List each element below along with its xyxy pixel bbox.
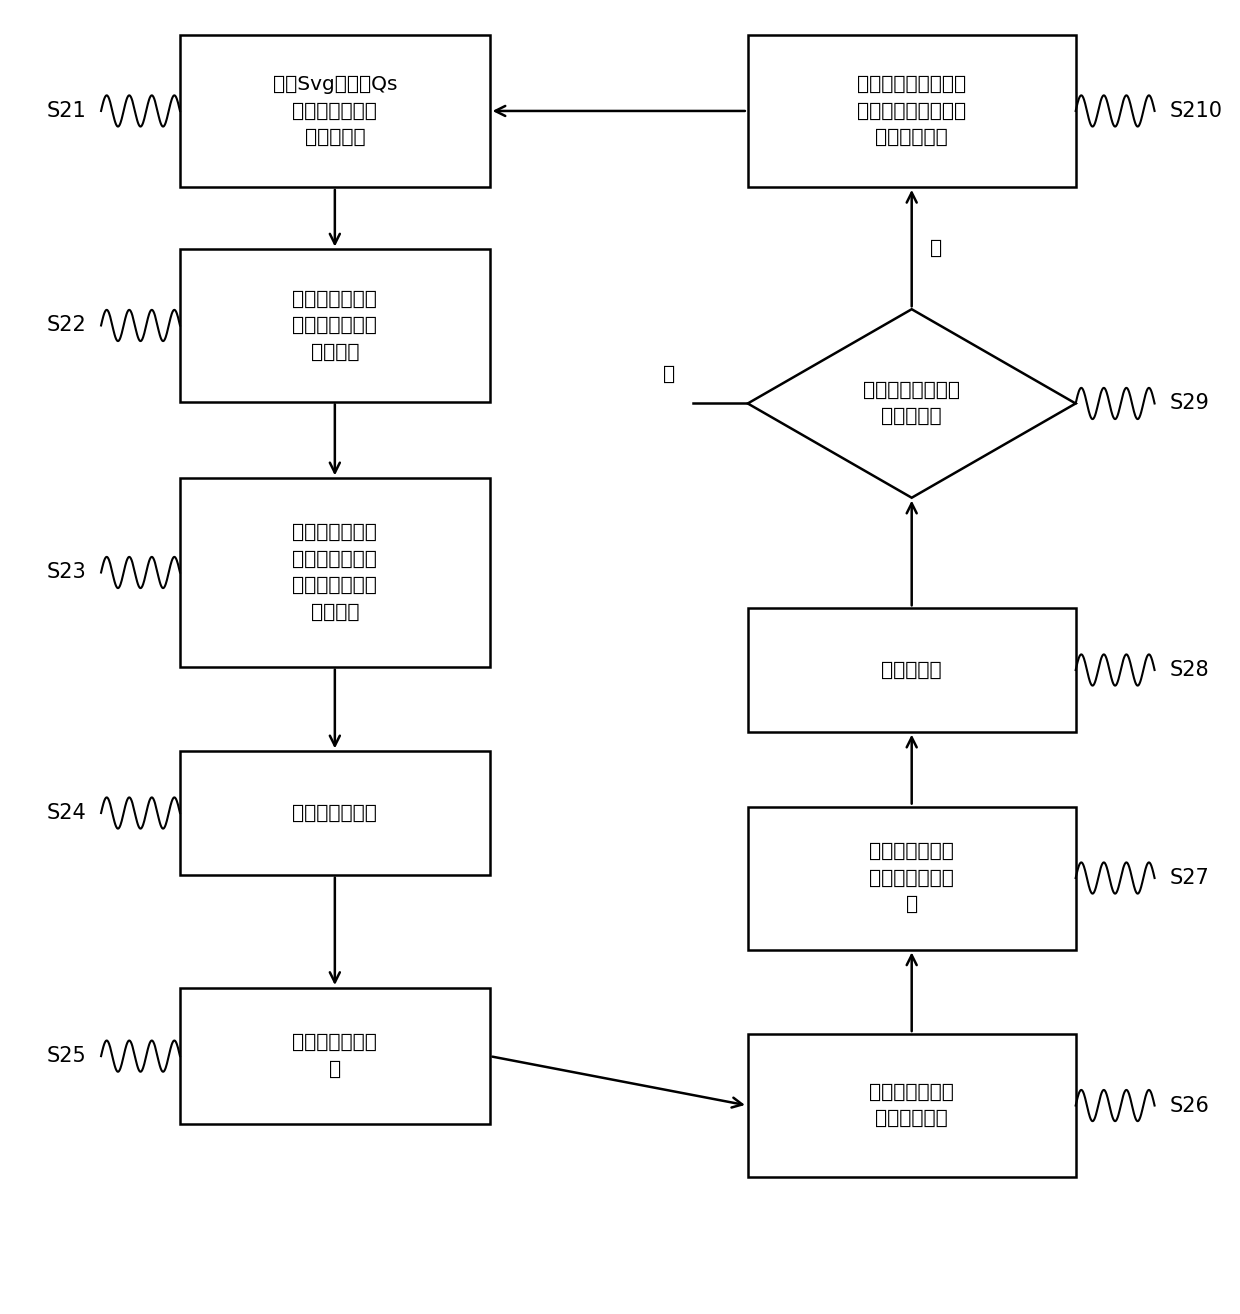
FancyBboxPatch shape: [748, 608, 1075, 732]
Text: 合环转供电计算: 合环转供电计算: [293, 804, 377, 823]
Text: 获取潮流计算参
数: 获取潮流计算参 数: [293, 1033, 377, 1079]
FancyBboxPatch shape: [748, 807, 1075, 950]
Text: 控制参数是否满足
数据库要求: 控制参数是否满足 数据库要求: [863, 381, 960, 426]
Text: 将配电网设备参
数和实时潮流数
据构建成配电网
优化模型: 将配电网设备参 数和实时潮流数 据构建成配电网 优化模型: [293, 523, 377, 622]
Text: S210: S210: [1169, 101, 1223, 121]
Text: S25: S25: [47, 1046, 87, 1066]
Polygon shape: [748, 309, 1075, 498]
Text: 是: 是: [930, 239, 942, 258]
Text: S26: S26: [1169, 1096, 1209, 1116]
Text: S21: S21: [47, 101, 87, 121]
FancyBboxPatch shape: [180, 250, 490, 402]
Text: 调用配电网自动
化系统中的实时
潮流数据: 调用配电网自动 化系统中的实时 潮流数据: [293, 289, 377, 361]
FancyBboxPatch shape: [180, 988, 490, 1125]
Text: 生成潮流控制信号，
将潮流控制信号返回
调度监控系统: 生成潮流控制信号， 将潮流控制信号返回 调度监控系统: [857, 75, 966, 147]
Text: S27: S27: [1169, 869, 1209, 888]
Text: 计算环网内有功
潮流控制极限: 计算环网内有功 潮流控制极限: [869, 1083, 954, 1129]
Text: S28: S28: [1169, 660, 1209, 681]
Text: S22: S22: [47, 315, 87, 335]
FancyBboxPatch shape: [748, 35, 1075, 187]
Text: 调用Svg文件和Qs
文件，得到配电
网设备参数: 调用Svg文件和Qs 文件，得到配电 网设备参数: [273, 75, 397, 147]
Text: 否: 否: [662, 365, 675, 384]
Text: S29: S29: [1169, 393, 1209, 414]
FancyBboxPatch shape: [180, 35, 490, 187]
Text: 构建数据库: 构建数据库: [882, 661, 942, 679]
FancyBboxPatch shape: [180, 752, 490, 875]
FancyBboxPatch shape: [748, 1034, 1075, 1177]
Text: S24: S24: [47, 803, 87, 823]
Text: 获取主变压器容
量和电厂装机容
量: 获取主变压器容 量和电厂装机容 量: [869, 842, 954, 915]
FancyBboxPatch shape: [180, 478, 490, 666]
Text: S23: S23: [47, 562, 87, 582]
